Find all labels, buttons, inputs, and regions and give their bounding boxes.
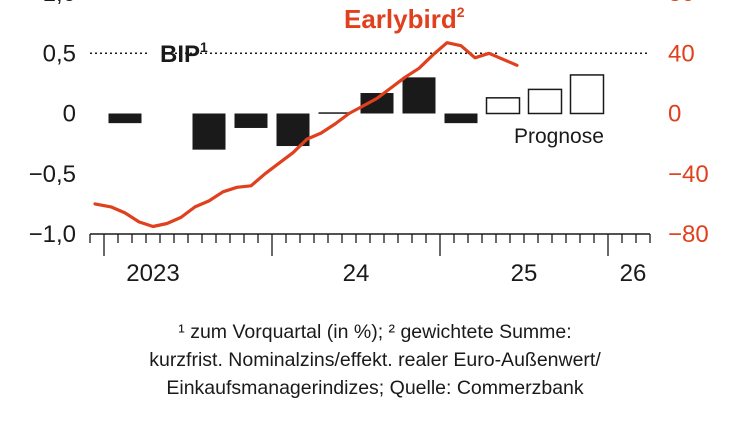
bip-bar (402, 77, 436, 114)
bip-label-note: 1 (200, 39, 208, 55)
chart: 2023 24 25 26 1,0 0,5 0 −0,5 −1,0 80 40 0 −40 −80 B… (29, 0, 709, 287)
right-tick-label: 80 (668, 0, 695, 7)
bip-bar (444, 113, 478, 124)
x-axis: 2023 24 25 26 (89, 233, 651, 287)
bip-bar (192, 113, 226, 150)
earlybird-label-note: 2 (457, 4, 465, 20)
forecast-label: Prognose (514, 125, 604, 148)
earlybird-line-layer (93, 41, 519, 229)
left-tick-label: 0 (63, 101, 76, 128)
bip-bar (360, 93, 394, 114)
right-tick-label: −80 (668, 221, 709, 248)
left-tick-label: −1,0 (29, 221, 76, 248)
bip-bar (108, 113, 142, 124)
right-tick-label: 0 (668, 101, 681, 128)
right-tick-label: −40 (668, 161, 709, 188)
earlybird-line (93, 41, 519, 229)
x-tick-label: 24 (343, 260, 370, 287)
series-labels: BIP1 Earlybird2 Prognose (160, 4, 604, 148)
footnote-line-2: kurzfrist. Nominalzins/effekt. realer Eu… (149, 349, 601, 371)
right-axis: 80 40 0 −40 −80 (668, 0, 709, 248)
bip-bar (318, 112, 352, 114)
x-tick-label: 25 (511, 260, 538, 287)
x-tick-label: 2023 (126, 260, 179, 287)
forecast-bar (485, 97, 521, 115)
left-tick-label: 1,0 (43, 0, 76, 7)
bip-bar (234, 113, 268, 128)
earlybird-label: Earlybird2 (344, 4, 465, 34)
footnote: ¹ zum Vorquartal (in %); ² gewichtete Su… (0, 318, 750, 402)
forecast-bar (569, 74, 605, 115)
right-tick-label: 40 (668, 40, 695, 67)
x-tick-label: 26 (620, 260, 647, 287)
footnote-line-1: ¹ zum Vorquartal (in %); ² gewichtete Su… (178, 321, 572, 343)
forecast-bar (527, 88, 563, 115)
left-axis: 1,0 0,5 0 −0,5 −1,0 (29, 0, 76, 248)
left-tick-label: −0,5 (29, 161, 76, 188)
footnote-line-3: Einkaufsmanagerindizes; Quelle: Commerzb… (166, 377, 584, 399)
left-tick-label: 0,5 (43, 40, 76, 67)
bip-label: BIP1 (160, 39, 208, 68)
